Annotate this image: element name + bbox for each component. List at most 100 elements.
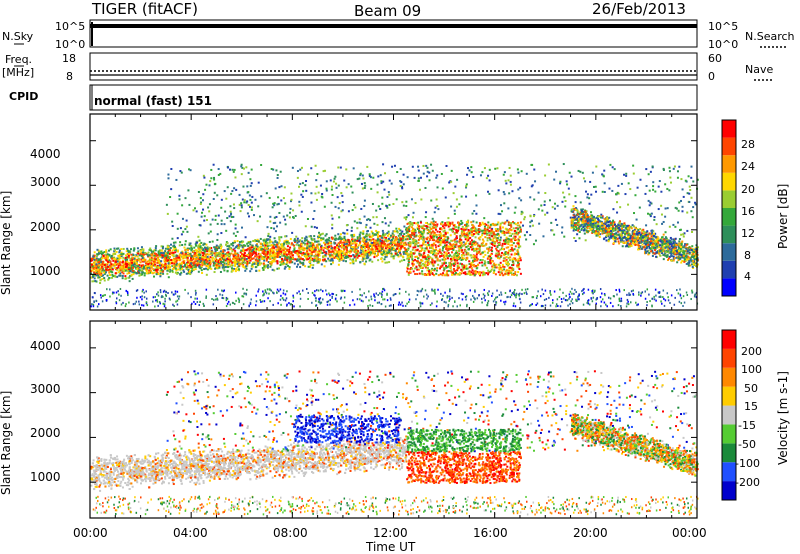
power-echo-cell xyxy=(573,292,575,295)
power-echo-cell xyxy=(152,268,155,271)
power-echo-cell xyxy=(167,260,170,263)
power-echo-cell xyxy=(141,295,143,298)
power-echo-cell xyxy=(387,237,390,240)
power-echo-cell xyxy=(383,253,386,256)
power-echo-cell xyxy=(134,271,137,274)
power-echo-cell xyxy=(109,288,111,291)
power-echo-cell xyxy=(498,293,501,296)
power-echo-cell xyxy=(226,269,229,272)
power-echo-cell xyxy=(482,240,485,243)
power-echo-cell xyxy=(202,193,205,196)
power-echo-cell xyxy=(276,267,279,270)
power-echo-cell xyxy=(664,231,667,234)
power-echo-cell xyxy=(371,250,374,253)
power-echo-cell xyxy=(184,240,187,243)
power-echo-cell xyxy=(513,293,515,296)
power-echo-cell xyxy=(148,248,151,251)
power-echo-cell xyxy=(411,165,414,168)
power-echo-cell xyxy=(327,247,330,250)
power-echo-cell xyxy=(418,231,421,234)
power-echo-cell xyxy=(185,272,188,275)
power-echo-cell xyxy=(267,256,270,259)
power-echo-cell xyxy=(282,289,285,292)
power-echo-cell xyxy=(179,273,182,276)
power-echo-cell xyxy=(674,225,677,228)
power-echo-cell xyxy=(191,257,194,260)
power-echo-cell xyxy=(162,302,165,305)
power-echo-cell xyxy=(368,253,371,256)
power-echo-cell xyxy=(309,249,312,252)
power-echo-cell xyxy=(307,241,310,244)
power-echo-cell xyxy=(365,260,368,263)
power-echo-cell xyxy=(274,240,277,243)
power-echo-cell xyxy=(202,174,205,177)
power-echo-cell xyxy=(384,247,387,250)
power-echo-cell xyxy=(349,304,351,307)
power-echo-cell xyxy=(483,167,486,170)
power-echo-cell xyxy=(369,226,372,229)
power-echo-cell xyxy=(277,255,280,258)
power-echo-cell xyxy=(177,268,180,271)
power-echo-cell xyxy=(188,260,191,263)
power-echo-cell xyxy=(383,240,386,243)
power-echo-cell xyxy=(544,289,547,292)
power-echo-cell xyxy=(582,303,585,306)
power-echo-cell xyxy=(399,167,402,170)
power-echo-cell xyxy=(225,305,228,308)
power-echo-cell xyxy=(98,250,101,253)
power-echo-cell xyxy=(354,206,357,209)
power-echo-cell xyxy=(266,238,269,241)
power-echo-cell xyxy=(356,237,359,240)
power-echo-cell xyxy=(562,163,565,166)
power-echo-cell xyxy=(681,205,684,208)
power-echo-cell xyxy=(617,184,620,187)
power-echo-cell xyxy=(114,275,117,278)
power-echo-cell xyxy=(226,186,229,189)
power-echo-cell xyxy=(273,243,276,246)
power-echo-cell xyxy=(461,298,464,301)
power-echo-cell xyxy=(231,260,234,263)
power-echo-cell xyxy=(675,207,678,210)
power-echo-cell xyxy=(237,259,240,262)
power-echo-cell xyxy=(251,249,254,252)
power-echo-cell xyxy=(118,274,121,277)
power-echo-cell xyxy=(539,295,542,298)
power-echo-cell xyxy=(219,293,221,296)
power-echo-cell xyxy=(198,264,201,267)
power-echo-cell xyxy=(232,302,234,305)
power-echo-cell xyxy=(488,290,490,293)
power-echo-cell xyxy=(686,293,689,296)
power-echo-cell xyxy=(557,305,559,308)
power-echo-cell xyxy=(454,185,457,188)
power-echo-cell xyxy=(401,201,404,204)
power-echo-cell xyxy=(280,246,283,249)
power-echo-cell xyxy=(232,244,235,247)
power-echo-cell xyxy=(222,267,225,270)
power-echo-cell xyxy=(128,267,131,270)
power-echo-cell xyxy=(284,223,287,226)
power-echo-cell xyxy=(235,262,238,265)
power-echo-cell xyxy=(371,232,374,235)
power-echo-cell xyxy=(552,299,554,302)
power-echo-cell xyxy=(157,266,160,269)
power-echo-cell xyxy=(233,240,236,243)
power-echo-cell xyxy=(138,269,141,272)
power-echo-cell xyxy=(258,256,261,259)
power-echo-cell xyxy=(137,250,140,253)
power-echo-cell xyxy=(307,254,310,257)
power-echo-cell xyxy=(244,261,247,264)
power-echo-cell xyxy=(385,255,388,258)
power-echo-cell xyxy=(312,243,315,246)
power-echo-cell xyxy=(223,257,226,260)
power-echo-cell xyxy=(241,198,244,201)
power-echo-cell xyxy=(175,178,178,181)
power-echo-cell xyxy=(421,287,424,290)
power-echo-cell xyxy=(238,263,241,266)
power-echo-cell xyxy=(246,260,249,263)
power-echo-cell xyxy=(419,301,421,304)
power-echo-cell xyxy=(130,266,133,269)
power-echo-cell xyxy=(168,252,171,255)
power-echo-cell xyxy=(101,251,104,254)
power-echo-cell xyxy=(125,256,128,259)
power-echo-cell xyxy=(226,252,229,255)
